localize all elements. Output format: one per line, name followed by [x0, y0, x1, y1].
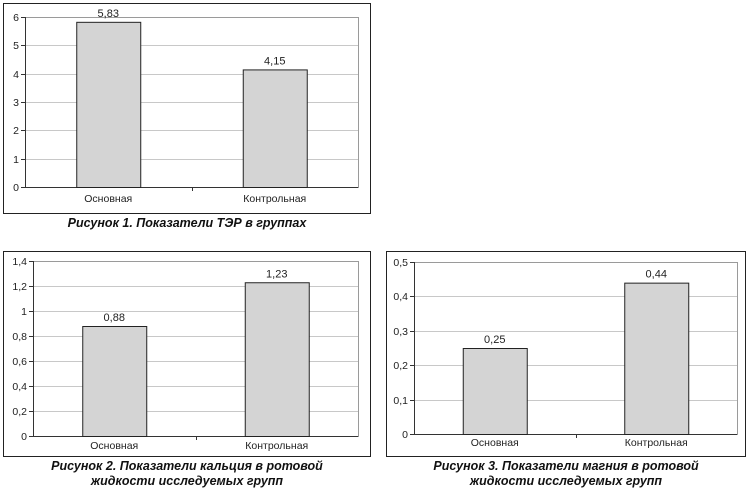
- x-category-label: Контрольная: [245, 440, 308, 452]
- bar-value-label: 5,83: [98, 8, 119, 20]
- x-category-label: Основная: [90, 440, 138, 452]
- bar: [624, 282, 690, 435]
- x-category-label: Основная: [84, 193, 132, 205]
- y-tick-label: 2: [13, 125, 19, 137]
- y-tick-label: 0: [13, 182, 19, 194]
- y-tick-label: 3: [13, 97, 19, 109]
- bar-value-label: 0,88: [104, 312, 125, 324]
- y-tick-label: 0,2: [393, 360, 408, 372]
- bar-chart-3: 0 0,1 0,2 0,3 0,4 0,5 0,25 Основная 0,44 Контроль…: [393, 257, 738, 449]
- y-tick-label: 0,8: [12, 331, 27, 343]
- bar: [462, 348, 528, 435]
- y-tick-label: 1,4: [12, 256, 27, 268]
- bar-value-label: 4,15: [264, 55, 285, 67]
- y-tick-label: 1,2: [12, 281, 27, 293]
- bar: [82, 326, 148, 437]
- y-tick-label: 0,4: [12, 381, 27, 393]
- y-tick-label: 5: [13, 40, 19, 52]
- bar-value-label: 1,23: [266, 268, 287, 280]
- bar: [242, 69, 308, 188]
- y-tick-label: 0: [402, 429, 408, 441]
- y-tick-label: 0,1: [393, 395, 408, 407]
- bar-chart-1: 0 1 2 3 4 5 6 5,83 Основная 4,15 Контрольная: [13, 8, 359, 205]
- figure-caption-3: Рисунок 3. Показатели магния в ротовой ж…: [433, 459, 699, 488]
- x-category-label: Контрольная: [243, 193, 306, 205]
- bar-value-label: 0,25: [484, 334, 505, 346]
- figure-caption-1: Рисунок 1. Показатели ТЭР в группах: [67, 216, 307, 230]
- y-tick-label: 0: [21, 431, 27, 443]
- y-tick-label: 0,4: [393, 291, 408, 303]
- chart-frame-2: 0 0,2 0,4 0,6 0,8 1 1,2 1,4 0,88 Основная 1,23 Конт…: [3, 251, 371, 457]
- y-tick-label: 4: [13, 69, 19, 81]
- y-tick-label: 0,5: [393, 257, 408, 269]
- y-tick-label: 0,3: [393, 326, 408, 338]
- figure-caption-2: Рисунок 2. Показатели кальция в ротовой …: [51, 459, 323, 488]
- y-tick-label: 1: [13, 154, 19, 166]
- chart-frame-1: 0 1 2 3 4 5 6 5,83 Основная 4,15 Контрольная: [3, 3, 371, 214]
- y-tick-label: 6: [13, 12, 19, 24]
- y-tick-label: 0,6: [12, 356, 27, 368]
- bar: [244, 282, 310, 437]
- y-tick-label: 0,2: [12, 406, 27, 418]
- x-category-label: Основная: [471, 437, 519, 449]
- bar-chart-2: 0 0,2 0,4 0,6 0,8 1 1,2 1,4 0,88 Основная 1,23 Конт…: [12, 256, 359, 452]
- chart-frame-3: 0 0,1 0,2 0,3 0,4 0,5 0,25 Основная 0,44 Контроль…: [386, 251, 746, 457]
- y-tick-label: 1: [21, 306, 27, 318]
- bar-value-label: 0,44: [646, 269, 667, 281]
- x-category-label: Контрольная: [625, 437, 688, 449]
- bar: [76, 21, 142, 188]
